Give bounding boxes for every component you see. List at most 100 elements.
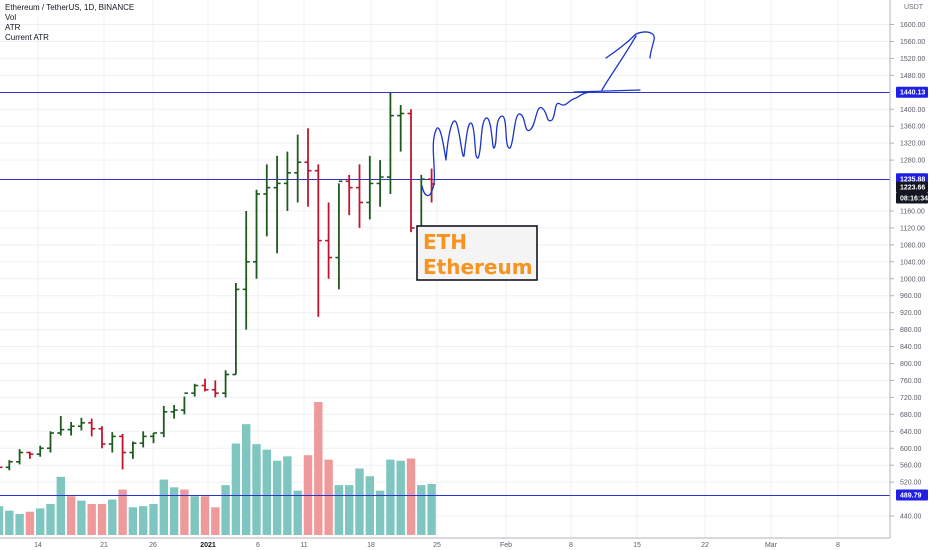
ohlc-bar bbox=[201, 378, 209, 392]
volume-bar bbox=[97, 503, 107, 535]
volume-bar bbox=[252, 444, 261, 535]
badge-level-mid-label: 1235.88 bbox=[900, 176, 925, 183]
ohlc-bar bbox=[47, 431, 54, 453]
volume-bar bbox=[427, 484, 436, 535]
price-tick-label: 960.00 bbox=[900, 293, 922, 300]
time-tick-label: 11 bbox=[300, 542, 307, 549]
volume-series bbox=[0, 402, 436, 535]
volume-bar bbox=[128, 507, 138, 535]
volume-bar bbox=[365, 476, 374, 535]
ohlc-bar bbox=[273, 155, 281, 254]
ohlc-bar bbox=[335, 180, 343, 290]
legend-indicator-current-atr[interactable]: Current ATR bbox=[5, 33, 49, 42]
price-tick-label: 1360.00 bbox=[900, 124, 925, 131]
volume-bar bbox=[406, 458, 416, 535]
volume-bar bbox=[0, 506, 4, 535]
badge-last-price-label: 1223.66 bbox=[900, 184, 925, 191]
badge-level-high-label: 1440.13 bbox=[900, 90, 925, 97]
ohlc-bar bbox=[150, 432, 157, 444]
ohlc-bar bbox=[304, 128, 312, 207]
price-tick-label: 720.00 bbox=[900, 395, 922, 402]
volume-bar bbox=[190, 496, 199, 535]
time-tick-label: 2021 bbox=[200, 542, 216, 549]
brush-upward-arrow bbox=[601, 31, 655, 91]
badge-level-high: 1440.13 bbox=[896, 86, 928, 98]
price-tick-label: 1160.00 bbox=[900, 208, 925, 215]
ohlc-bar bbox=[36, 445, 44, 457]
annotation-box[interactable]: ETH Ethereum bbox=[416, 225, 538, 281]
price-axis-currency: USDT bbox=[904, 4, 924, 11]
price-axis[interactable]: USDT 1600.00 1560.00 1520.00 1480.00 1400.00… bbox=[889, 0, 932, 550]
price-tick-label: 760.00 bbox=[900, 378, 922, 385]
price-tick-label: 1560.00 bbox=[900, 39, 925, 46]
ohlc-bar bbox=[77, 417, 85, 431]
ohlc-bar bbox=[376, 160, 384, 207]
ohlc-bar bbox=[386, 92, 394, 194]
badge-level-low: 489.79 bbox=[896, 489, 928, 501]
price-tick-label: 600.00 bbox=[900, 446, 922, 453]
badge-countdown-bg bbox=[896, 192, 928, 204]
volume-bar bbox=[180, 489, 189, 535]
horizontal-lines[interactable] bbox=[0, 92, 890, 496]
legend-indicator-atr[interactable]: ATR bbox=[5, 23, 21, 32]
volume-bar bbox=[221, 485, 230, 535]
volume-bar bbox=[345, 485, 354, 535]
volume-bar bbox=[314, 402, 323, 535]
time-tick-label: 26 bbox=[149, 542, 157, 549]
badge-last-price: 1223.66 bbox=[896, 181, 928, 193]
price-tick-label: 440.00 bbox=[900, 514, 922, 521]
volume-bar bbox=[56, 476, 65, 535]
brush-drawing[interactable] bbox=[421, 31, 655, 197]
ohlc-bar bbox=[294, 134, 302, 203]
volume-bar bbox=[231, 443, 241, 535]
volume-bar bbox=[396, 460, 405, 535]
time-tick-label: 6 bbox=[256, 542, 260, 549]
ohlc-bar bbox=[119, 433, 127, 470]
badge-level-low-label: 489.79 bbox=[900, 492, 922, 499]
volume-bar bbox=[149, 503, 158, 535]
time-axis[interactable]: 14 21 26 2021 6 11 18 25 Feb 8 15 22 Mar 8 bbox=[0, 537, 890, 550]
ohlc-bar bbox=[180, 392, 188, 415]
ohlc-bar bbox=[366, 155, 374, 220]
time-tick-label: 25 bbox=[433, 542, 441, 549]
volume-bar bbox=[108, 499, 117, 535]
volume-bar bbox=[169, 487, 179, 535]
time-tick-label: 8 bbox=[569, 542, 573, 549]
ohlc-bar bbox=[407, 109, 415, 233]
price-tick-label: 880.00 bbox=[900, 327, 922, 334]
volume-bar bbox=[324, 459, 333, 535]
price-tick-label: 1120.00 bbox=[900, 225, 925, 232]
ohlc-bar bbox=[88, 418, 96, 437]
volume-bar bbox=[211, 507, 220, 535]
price-tick-label: 1600.00 bbox=[900, 22, 925, 29]
volume-bar bbox=[386, 459, 395, 535]
volume-bar bbox=[118, 489, 127, 535]
legend-indicator-vol[interactable]: Vol bbox=[5, 13, 17, 22]
ohlc-bar bbox=[98, 426, 106, 449]
volume-bar bbox=[159, 479, 168, 535]
volume-bar bbox=[139, 506, 148, 535]
time-tick-label: 22 bbox=[701, 542, 709, 549]
volume-bar bbox=[417, 485, 426, 535]
ohlc-bar bbox=[222, 370, 230, 398]
ohlc-bar bbox=[211, 380, 219, 398]
ohlc-bar bbox=[242, 210, 250, 330]
ohlc-bar bbox=[170, 405, 178, 419]
ohlc-bar bbox=[314, 164, 322, 317]
ohlc-bar bbox=[139, 431, 147, 448]
ohlc-bar bbox=[253, 189, 260, 279]
ohlc-bar bbox=[232, 282, 240, 376]
volume-bar bbox=[375, 490, 385, 535]
ohlc-bar bbox=[356, 164, 363, 228]
price-tick-label: 1480.00 bbox=[900, 73, 925, 80]
volume-bar bbox=[66, 496, 76, 535]
ohlc-bar bbox=[397, 105, 405, 152]
legend-symbol-line[interactable]: Ethereum / TetherUS, 1D, BINANCE bbox=[5, 3, 135, 12]
badge-level-high-bg bbox=[896, 86, 928, 98]
badge-level-low-bg bbox=[896, 489, 928, 501]
volume-bar bbox=[272, 460, 282, 535]
ohlc-bar bbox=[283, 151, 291, 211]
price-tick-label: 1040.00 bbox=[900, 259, 925, 266]
